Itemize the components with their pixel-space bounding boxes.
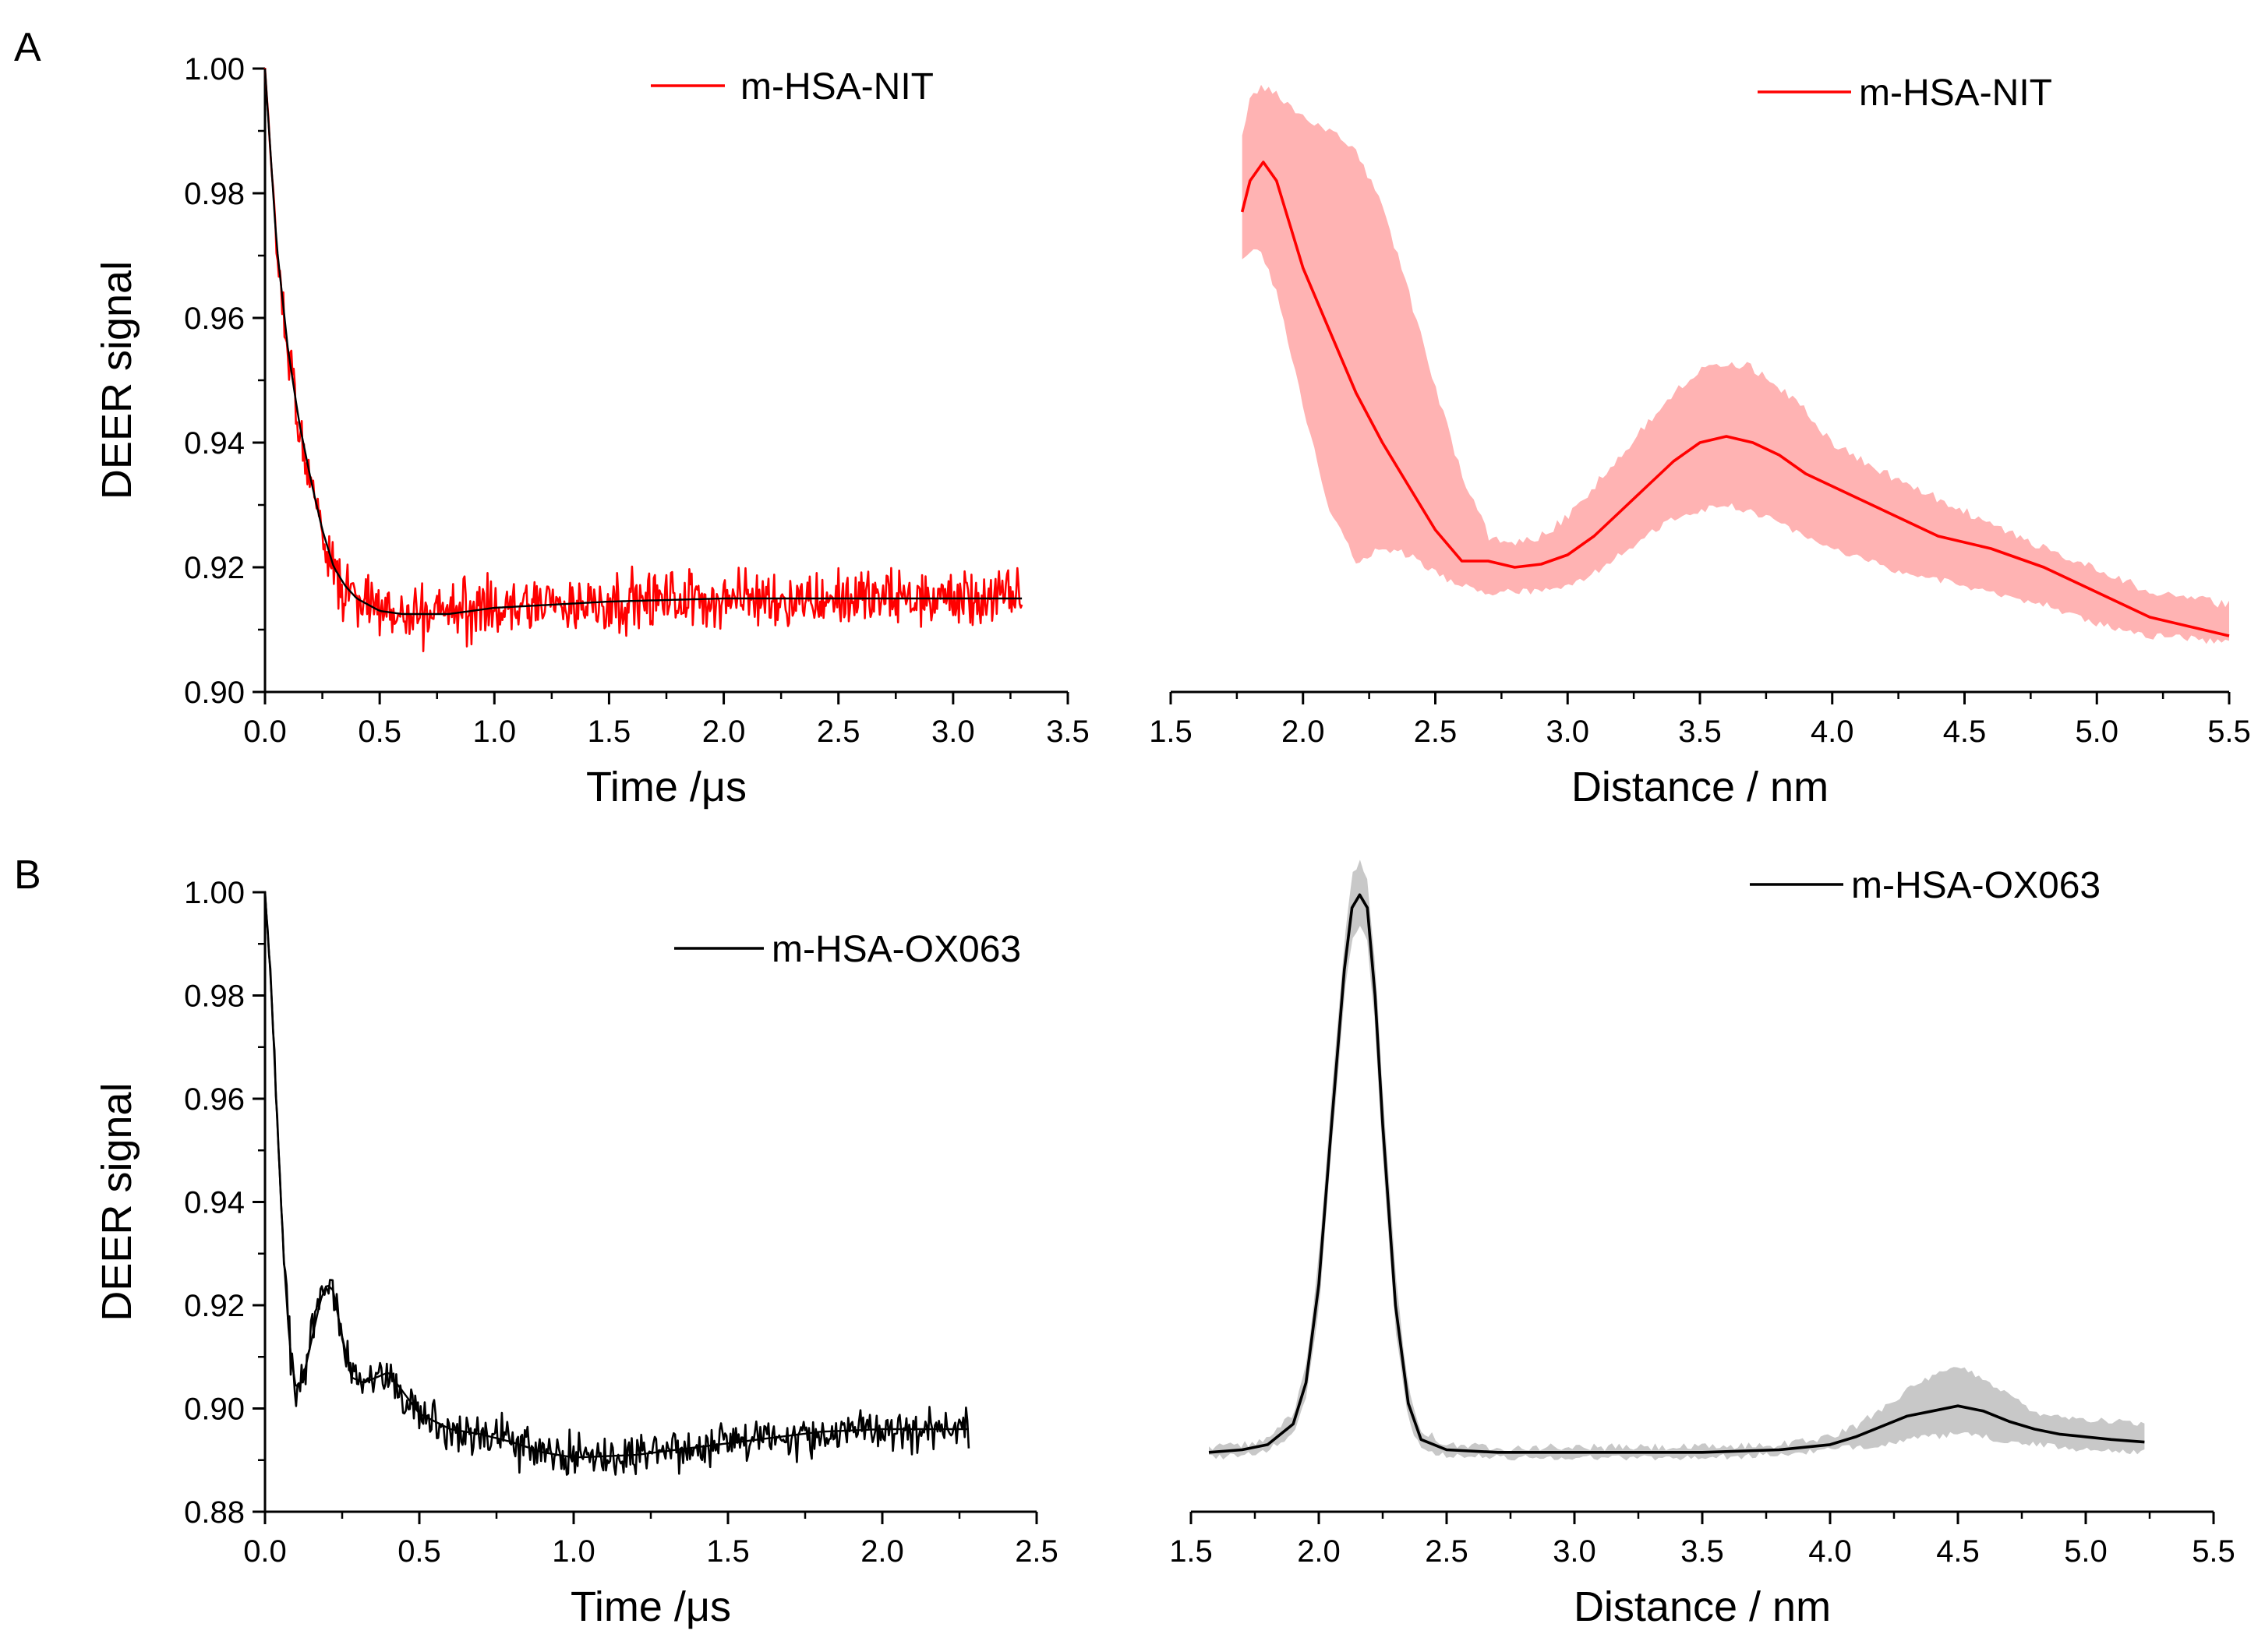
- x-tick-label: 2.5: [1414, 715, 1458, 749]
- legend-label: m-HSA-NIT: [1859, 72, 2052, 114]
- fit-line: [263, 891, 969, 1459]
- y-tick-label: 1.00: [184, 52, 245, 86]
- x-tick-label: 5.5: [2192, 1534, 2235, 1569]
- x-tick-label: 1.5: [588, 715, 631, 749]
- x-tick-label: 3.0: [1546, 715, 1589, 749]
- x-tick-label: 2.0: [1297, 1534, 1341, 1569]
- y-tick-label: 0.92: [184, 551, 245, 585]
- x-tick-label: 3.5: [1678, 715, 1722, 749]
- x-tick-label: 5.0: [2064, 1534, 2108, 1569]
- x-tick-label: 4.5: [1943, 715, 1987, 749]
- x-tick-label: 4.0: [1808, 1534, 1852, 1569]
- y-tick-label: 0.96: [184, 302, 245, 336]
- x-tick-label: 1.5: [1149, 715, 1193, 749]
- y-tick-label: 0.94: [184, 426, 245, 461]
- x-axis-title: Distance / nm: [1571, 764, 1829, 810]
- chart-deer-ox063: 0.0 0.5 1.0 1.5 2.0 2.5 Time /μs 0.88 0.90 0.92 0.…: [94, 876, 1058, 1630]
- x-tick-label: 4.5: [1936, 1534, 1980, 1569]
- uncertainty-band: [1242, 84, 2229, 644]
- y-tick-label: 0.94: [184, 1186, 245, 1220]
- x-tick-label: 5.5: [2207, 715, 2251, 749]
- fit-line: [263, 68, 1023, 616]
- x-tick-label: 1.5: [1169, 1534, 1213, 1569]
- x-tick-label: 2.5: [817, 715, 860, 749]
- distance-line: [1208, 893, 2145, 1454]
- x-tick-label: 2.0: [860, 1534, 904, 1569]
- signal-trace: [263, 891, 970, 1476]
- x-tick-label: 4.0: [1811, 715, 1854, 749]
- x-tick-label: 0.0: [243, 1534, 287, 1569]
- y-tick-label: 0.88: [184, 1495, 245, 1530]
- x-tick-label: 1.0: [552, 1534, 595, 1569]
- distance-line: [1240, 161, 2230, 637]
- x-tick-label: 3.5: [1680, 1534, 1724, 1569]
- y-tick-label: 0.92: [184, 1289, 245, 1323]
- chart-distance-ox063: 1.5 2.0 2.5 3.0 3.5 4.0 4.5 5.0 5.5 Distance / nm…: [1169, 860, 2235, 1630]
- chart-deer-nit: 0.0 0.5 1.0 1.5 2.0 2.5 3.0 3.5 Time /μs 0.90 0.92…: [94, 52, 1090, 810]
- x-tick-label: 3.0: [1553, 1534, 1596, 1569]
- y-axis-title: DEER signal: [94, 261, 140, 499]
- panel-label-b: B: [14, 852, 41, 898]
- legend-label: m-HSA-NIT: [740, 66, 934, 108]
- x-tick-label: 3.0: [931, 715, 975, 749]
- legend-label: m-HSA-OX063: [1851, 865, 2101, 906]
- y-tick-label: 0.90: [184, 1393, 245, 1427]
- y-tick-label: 0.98: [184, 980, 245, 1014]
- legend-label: m-HSA-OX063: [772, 929, 1021, 970]
- x-tick-label: 0.5: [398, 1534, 441, 1569]
- y-axis-title: DEER signal: [94, 1082, 140, 1321]
- x-tick-label: 0.5: [358, 715, 401, 749]
- x-tick-label: 5.0: [2075, 715, 2118, 749]
- uncertainty-band: [1209, 860, 2145, 1461]
- x-tick-label: 0.0: [243, 715, 287, 749]
- y-tick-label: 0.90: [184, 676, 245, 710]
- chart-distance-nit: 1.5 2.0 2.5 3.0 3.5 4.0 4.5 5.0 5.5 Distance / nm…: [1149, 72, 2251, 810]
- y-tick-label: 0.98: [184, 177, 245, 211]
- x-tick-label: 2.5: [1425, 1534, 1468, 1569]
- x-axis-title: Time /μs: [586, 764, 747, 810]
- x-tick-label: 2.5: [1015, 1534, 1058, 1569]
- panel-label-a: A: [14, 25, 41, 70]
- x-tick-label: 1.0: [472, 715, 516, 749]
- signal-trace: [263, 68, 1023, 653]
- y-tick-label: 1.00: [184, 876, 245, 910]
- x-tick-label: 1.5: [706, 1534, 750, 1569]
- x-tick-label: 3.5: [1046, 715, 1090, 749]
- x-tick-label: 2.0: [1281, 715, 1325, 749]
- x-axis-title: Distance / nm: [1574, 1583, 1831, 1630]
- x-axis-title: Time /μs: [571, 1583, 731, 1630]
- y-tick-label: 0.96: [184, 1082, 245, 1117]
- x-tick-label: 2.0: [702, 715, 746, 749]
